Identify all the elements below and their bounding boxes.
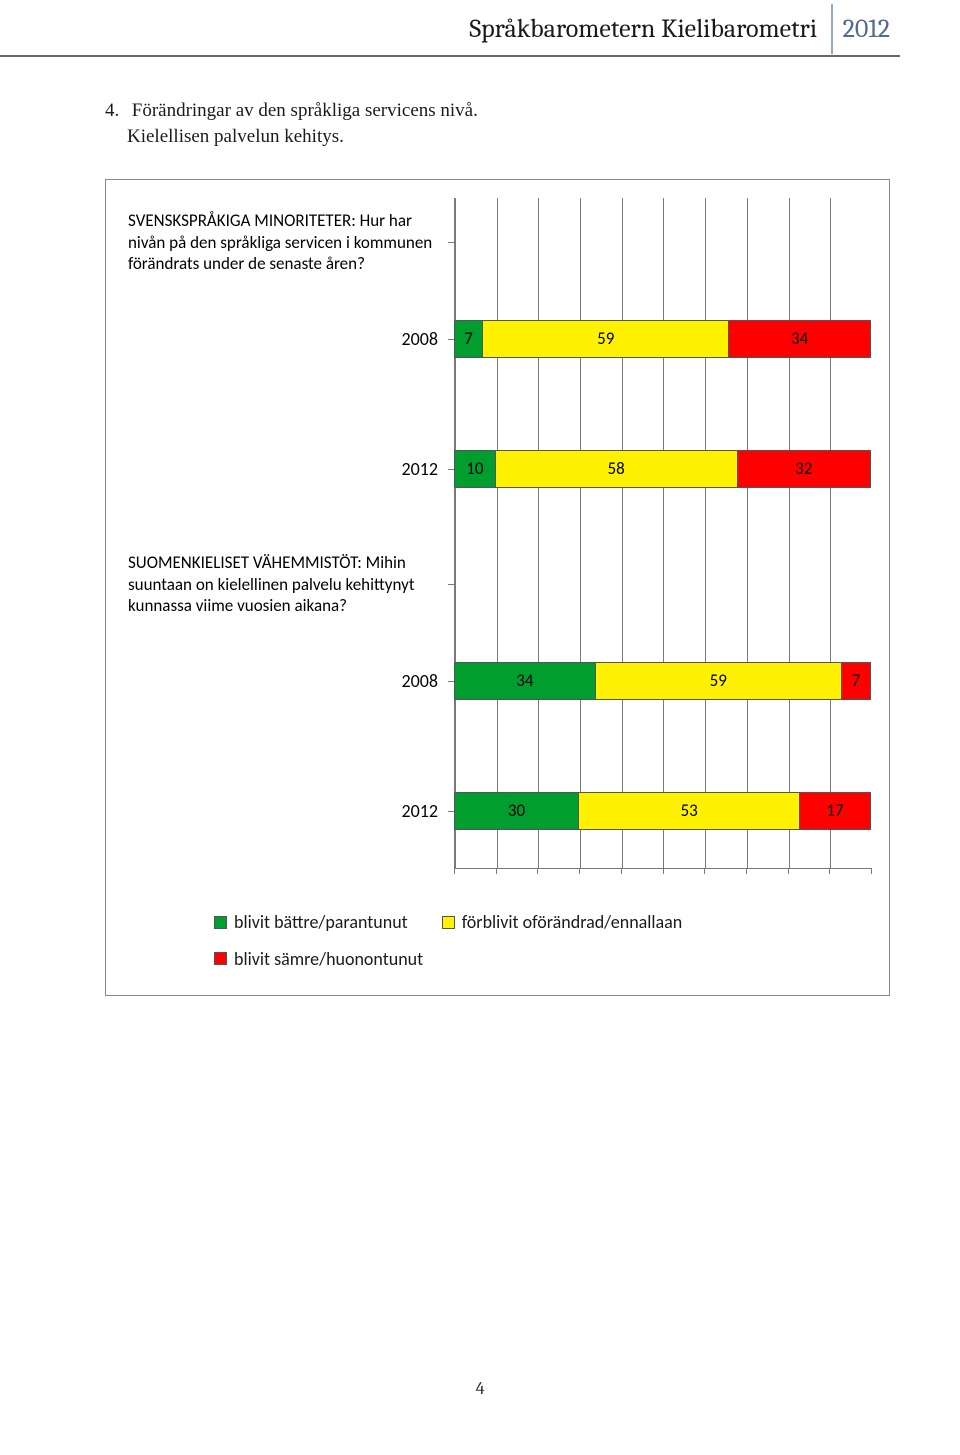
plot-cell: 105832 xyxy=(454,434,871,504)
plot-cell xyxy=(454,540,871,628)
chart-area: SVENSKSPRÅKIGA MINORITETER: Hur har nivå… xyxy=(124,198,871,876)
bar-segment-better: 34 xyxy=(454,662,596,700)
plot-cell: 305317 xyxy=(454,776,871,846)
plot-cell: 34597 xyxy=(454,646,871,716)
stacked-bar: 75934 xyxy=(454,320,871,358)
group-label: SUOMENKIELISET VÄHEMMISTÖT: Mihin suunta… xyxy=(124,540,454,628)
header-rule xyxy=(0,55,900,57)
bar-segment-better: 10 xyxy=(454,450,496,488)
bar-segment-better: 7 xyxy=(454,320,483,358)
bar-segment-worse: 17 xyxy=(800,792,871,830)
page-number: 4 xyxy=(0,1378,960,1399)
legend-label: blivit sämre/huonontunut xyxy=(234,947,423,971)
spacer-row xyxy=(124,286,871,304)
stacked-bar: 305317 xyxy=(454,792,871,830)
bar-segment-unchanged: 59 xyxy=(596,662,842,700)
spacer-row xyxy=(124,716,871,776)
chart-legend: blivit bättre/parantunut förblivit oförän… xyxy=(124,904,764,977)
year-label: 2008 xyxy=(124,646,454,716)
chart-bar-row: 200875934 xyxy=(124,304,871,374)
legend-swatch xyxy=(214,916,227,929)
section-line2: Kielellisen palvelun kehitys. xyxy=(127,124,344,150)
chart-bar-row: 2012305317 xyxy=(124,776,871,846)
year-label: 2008 xyxy=(124,304,454,374)
body-content: 4. Förändringar av den språkliga service… xyxy=(0,68,960,996)
stacked-bar: 105832 xyxy=(454,450,871,488)
chart-label-row: SVENSKSPRÅKIGA MINORITETER: Hur har nivå… xyxy=(124,198,871,286)
spacer-row xyxy=(124,504,871,540)
bar-segment-worse: 7 xyxy=(842,662,871,700)
legend-label: blivit bättre/parantunut xyxy=(234,910,408,934)
group-label: SVENSKSPRÅKIGA MINORITETER: Hur har nivå… xyxy=(124,198,454,286)
bar-segment-worse: 32 xyxy=(738,450,871,488)
bar-segment-unchanged: 53 xyxy=(579,792,800,830)
legend-item-worse: blivit sämre/huonontunut xyxy=(214,947,423,971)
bar-segment-unchanged: 59 xyxy=(483,320,729,358)
spacer-row xyxy=(124,374,871,434)
bar-segment-unchanged: 58 xyxy=(496,450,738,488)
page-header: Språkbarometern Kielibarometri 2012 xyxy=(0,0,960,68)
chart-bar-row: 2012105832 xyxy=(124,434,871,504)
legend-item-unchanged: förblivit oförändrad/ennallaan xyxy=(442,910,683,934)
legend-item-better: blivit bättre/parantunut xyxy=(214,910,408,934)
legend-swatch xyxy=(214,952,227,965)
header-title: Språkbarometern Kielibarometri xyxy=(469,0,827,44)
stacked-bar: 34597 xyxy=(454,662,871,700)
year-label: 2012 xyxy=(124,776,454,846)
header-year: 2012 xyxy=(831,4,900,54)
spacer-row xyxy=(124,628,871,646)
chart-bar-row: 200834597 xyxy=(124,646,871,716)
x-axis xyxy=(124,868,871,876)
legend-label: förblivit oförändrad/ennallaan xyxy=(462,910,683,934)
section-number: 4. xyxy=(105,98,127,124)
plot-cell xyxy=(454,198,871,286)
bar-segment-better: 30 xyxy=(454,792,579,830)
section-line1: Förändringar av den språkliga servicens … xyxy=(132,100,478,121)
plot-cell: 75934 xyxy=(454,304,871,374)
chart-label-row: SUOMENKIELISET VÄHEMMISTÖT: Mihin suunta… xyxy=(124,540,871,628)
year-label: 2012 xyxy=(124,434,454,504)
bar-segment-worse: 34 xyxy=(729,320,871,358)
chart-container: SVENSKSPRÅKIGA MINORITETER: Hur har nivå… xyxy=(105,179,890,996)
spacer-row xyxy=(124,846,871,868)
legend-swatch xyxy=(442,916,455,929)
section-heading: 4. Förändringar av den språkliga service… xyxy=(105,98,890,149)
